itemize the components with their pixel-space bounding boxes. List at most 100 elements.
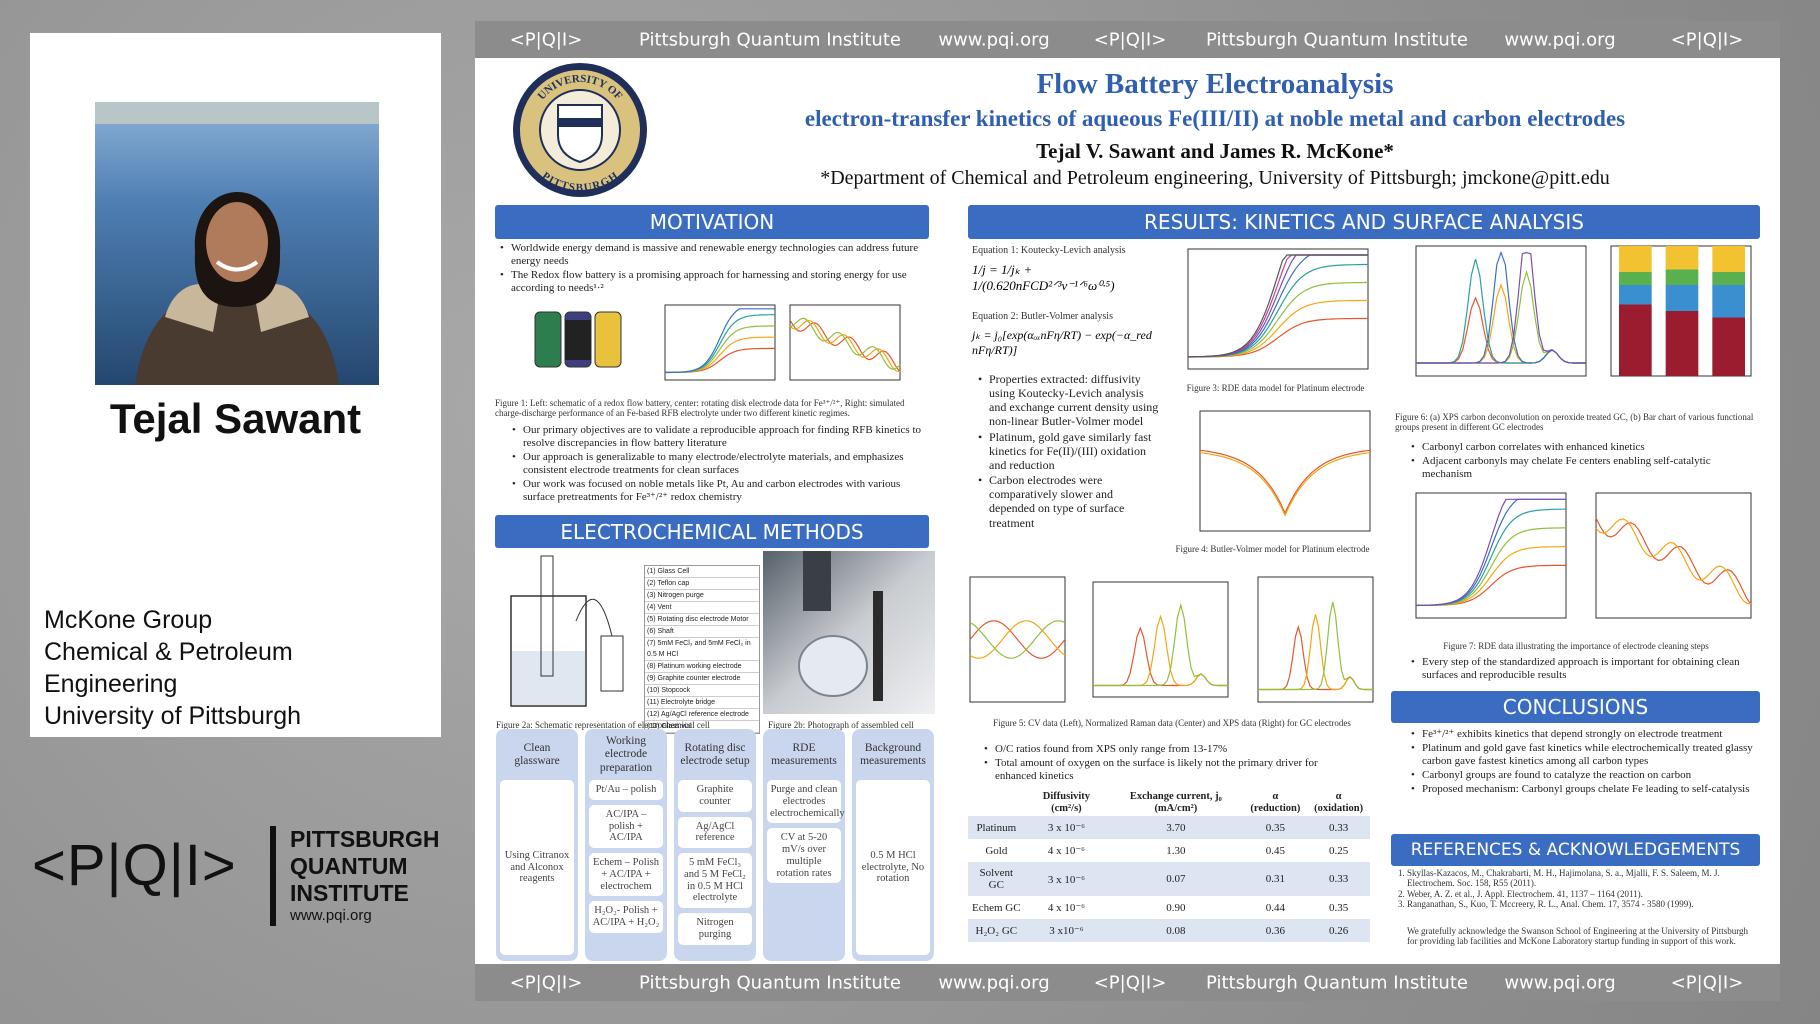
- university-seal: UNIVERSITY OF PITTSBURGH: [513, 63, 647, 197]
- cell-shaft: [540, 555, 554, 677]
- plot-curve: [665, 314, 775, 373]
- banner-item: www.pqi.org: [938, 29, 1050, 50]
- plot-frame: [1415, 245, 1587, 377]
- poster-subtitle: electron-transfer kinetics of aqueous Fe…: [804, 106, 1626, 131]
- plot-curve: [1416, 498, 1566, 606]
- bullet: O/C ratios found from XPS only range fro…: [984, 743, 1341, 756]
- cell-liquid: [512, 651, 585, 705]
- plot-curve: [1188, 254, 1368, 358]
- figure-graphic: [1415, 245, 1752, 377]
- bullet: Platinum, gold gave similarly fast kinet…: [978, 430, 1161, 472]
- part-item: (8) Platinum working electrode: [645, 661, 759, 673]
- plot-curve: [1595, 517, 1752, 605]
- photo-face: [206, 202, 268, 282]
- photo-stand: [873, 591, 883, 701]
- bullet: Carbon electrodes were comparatively slo…: [978, 473, 1161, 530]
- affiliation-line: University of Pittsburgh: [44, 702, 302, 730]
- bullet-list: Fe³⁺/²⁺ exhibits kinetics that depend st…: [1408, 728, 1758, 797]
- table-header-cell: Diffusivity (cm²/s): [1042, 791, 1091, 814]
- method-step: RDE measurements Purge and clean electrod…: [763, 729, 845, 961]
- plot-curve: [969, 620, 1066, 659]
- reference: Weber, A. Z. et al., J. Appl. Electroche…: [1407, 889, 1758, 899]
- equation: 1/j = 1/jₖ + 1/(0.620nFCD²ᐟ³ν⁻¹ᐟ⁶ω⁰·⁵): [972, 262, 1115, 293]
- plot-panel: [789, 304, 901, 381]
- table-cell: 3 x 10⁻⁶: [1024, 816, 1109, 840]
- figure-4: [1190, 406, 1376, 542]
- pqi-name-line: QUANTUM: [290, 853, 408, 879]
- banner-item: Pittsburgh Quantum Institute: [639, 29, 901, 50]
- plot-bar: [1712, 285, 1745, 318]
- step-item: 0.5 M HCl electrolyte, No rotation: [856, 780, 930, 955]
- reference: Skyllas-Kazacos, M., Chakrabarti, M. H.,…: [1407, 868, 1758, 889]
- method-step: Working electrode preparation Pt/Au – pol…: [585, 729, 667, 961]
- plot-bar: [1665, 311, 1699, 376]
- battery-cell: [565, 320, 591, 360]
- equation: jₖ = j₀[exp(αₒₓnFη/RT) − exp(−α_red nFη/…: [972, 328, 1152, 357]
- table-cell: 3 x10⁻⁶: [1024, 919, 1109, 943]
- section-heading: CONCLUSIONS: [1391, 691, 1760, 723]
- plot-frame: [1187, 248, 1369, 370]
- seal-shield: [557, 104, 603, 164]
- figure-caption: Figure 2b: Photograph of assembled cell: [768, 720, 914, 730]
- bullet: Our primary objectives are to validate a…: [512, 424, 930, 450]
- bullet: Total amount of oxygen on the surface is…: [984, 757, 1341, 783]
- affiliation-line: McKone Group: [44, 606, 213, 634]
- step-title: Rotating disc electrode setup: [680, 741, 750, 767]
- reference: Ranganathan, S., Kuo, T. Mccreery, R. L.…: [1407, 899, 1758, 909]
- banner-item: www.pqi.org: [938, 972, 1050, 993]
- table-cell: 0.25: [1328, 844, 1349, 857]
- plot-bar: [1619, 246, 1652, 272]
- plot-panel: [1199, 410, 1371, 532]
- figure-1: [525, 300, 925, 395]
- banner-item: www.pqi.org: [1504, 29, 1616, 50]
- section-heading: RESULTS: KINETICS AND SURFACE ANALYSIS: [968, 205, 1760, 239]
- plot-panel: [1595, 492, 1752, 619]
- plot-curve: [1416, 296, 1586, 364]
- results-table-wrap: Diffusivity (cm²/s) Exchange current, j₀ …: [968, 789, 1370, 943]
- figure-caption: Figure 3: RDE data model for Platinum el…: [1186, 383, 1365, 393]
- table-header-row: Diffusivity (cm²/s) Exchange current, j₀ …: [968, 789, 1370, 816]
- table-cell: 3 x 10⁻⁶: [1024, 862, 1109, 897]
- pqi-name: PITTSBURGH QUANTUM INSTITUTE: [290, 826, 440, 907]
- bullet: Worldwide energy demand is massive and r…: [500, 242, 930, 268]
- table-cell: Solvent GC: [968, 862, 1025, 897]
- plot-curve: [1416, 508, 1566, 606]
- plot-curve: [1199, 452, 1371, 517]
- plot-curve: [969, 620, 1066, 659]
- table-cell: 0.07: [1108, 862, 1244, 897]
- plot-curve: [1416, 250, 1586, 364]
- table-row: Gold 4 x 10⁻⁶ 1.30 0.45 0.25: [968, 839, 1370, 862]
- table-cell: 4 x 10⁻⁶: [1047, 845, 1085, 858]
- photo-cell: [798, 635, 868, 697]
- banner-item: www.pqi.org: [1504, 972, 1616, 993]
- cell-vial: [600, 635, 624, 692]
- step-item: Ag/AgCl reference: [678, 816, 752, 848]
- table-cell: 1.30: [1166, 844, 1186, 857]
- plot-bar: [1619, 285, 1652, 305]
- table-header-cell: α (reduction): [1250, 791, 1301, 814]
- parts-list: (1) Glass Cell (2) Teflon cap (3) Nitrogen…: [644, 565, 760, 734]
- figure-graphic: [1415, 492, 1752, 619]
- table-cell: 0.08: [1108, 919, 1244, 943]
- step-item: Nitrogen purging: [678, 913, 752, 945]
- part-item: (1) Glass Cell: [645, 566, 759, 578]
- plot-frame: [1595, 492, 1752, 619]
- table-row: H₂O₂ GC 3 x10⁻⁶ 0.08 0.36 0.26: [968, 919, 1370, 943]
- cell-body: [510, 595, 587, 707]
- step-item: 5 mM FeCl₃ and 5 M FeCl₂ in 0.5 M HCl el…: [678, 853, 752, 908]
- bullet-list: O/C ratios found from XPS only range fro…: [981, 743, 1341, 784]
- poster-title: Flow Battery Electroanalysis: [1036, 68, 1394, 100]
- table-cell: 0.90: [1166, 901, 1186, 914]
- bullet-list: Our primary objectives are to validate a…: [509, 424, 930, 505]
- bullet: Proposed mechanism: Carbonyl groups chel…: [1411, 783, 1758, 796]
- bullet-list: Worldwide energy demand is massive and r…: [497, 242, 930, 296]
- plot-curve: [789, 317, 901, 370]
- equation-label: Equation 1: Koutecky-Levich analysis: [972, 245, 1126, 256]
- plot-curve: [1416, 251, 1586, 364]
- plot-bar: [1712, 246, 1745, 272]
- bullet-list: Every step of the standardized approach …: [1408, 656, 1758, 683]
- table-header-cell: Exchange current, j₀ (mA/cm²): [1129, 791, 1222, 814]
- table-cell: Gold: [985, 844, 1008, 857]
- table-cell: 0.33: [1307, 816, 1370, 840]
